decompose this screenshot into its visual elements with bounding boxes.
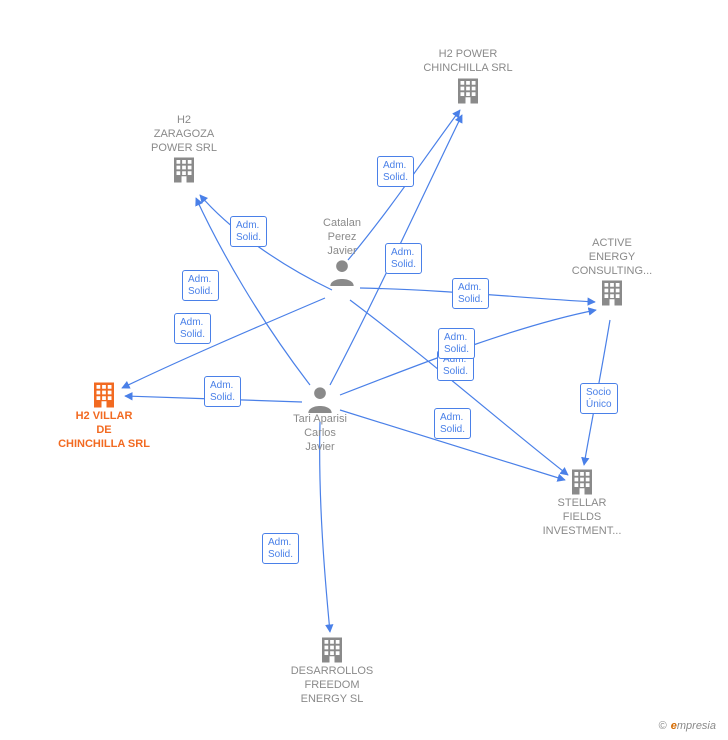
- node-label: Catalan Perez Javier: [287, 217, 397, 258]
- person-icon: [328, 258, 356, 286]
- node-label: H2 ZARAGOZA POWER SRL: [129, 114, 239, 155]
- edge-label-tari-h2_zaragoza: Adm. Solid.: [182, 270, 219, 301]
- node-label: STELLAR FIELDS INVESTMENT...: [527, 497, 637, 538]
- node-active_energy[interactable]: ACTIVE ENERGY CONSULTING...: [557, 237, 667, 308]
- node-label: DESARROLLOS FREEDOM ENERGY SL: [277, 665, 387, 706]
- building-icon: [89, 380, 119, 410]
- edge-label-catalan-h2_power: Adm. Solid.: [377, 156, 414, 187]
- edge-label-tari-stellar: Adm. Solid.: [434, 408, 471, 439]
- building-icon: [597, 278, 627, 308]
- edge-label-catalan-h2_zaragoza: Adm. Solid.: [230, 216, 267, 247]
- building-icon: [317, 635, 347, 665]
- node-label: H2 VILLAR DE CHINCHILLA SRL: [49, 410, 159, 451]
- edge-label-active_energy-stellar: Socio Único: [580, 383, 618, 414]
- edge-catalan-stellar: [350, 300, 568, 475]
- node-h2_zaragoza[interactable]: H2 ZARAGOZA POWER SRL: [129, 114, 239, 185]
- node-label: ACTIVE ENERGY CONSULTING...: [557, 237, 667, 278]
- node-stellar[interactable]: STELLAR FIELDS INVESTMENT...: [527, 467, 637, 538]
- person-icon: [306, 385, 334, 413]
- edge-label-catalan-h2_villar: Adm. Solid.: [174, 313, 211, 344]
- node-h2_power[interactable]: H2 POWER CHINCHILLA SRL: [413, 48, 523, 106]
- copyright-brand-rest: mpresia: [677, 720, 716, 732]
- node-desarrollos[interactable]: DESARROLLOS FREEDOM ENERGY SL: [277, 635, 387, 706]
- copyright-symbol: ©: [659, 720, 667, 732]
- node-catalan[interactable]: Catalan Perez Javier: [287, 217, 397, 286]
- edge-label-tari-desarrollos: Adm. Solid.: [262, 533, 299, 564]
- edges-layer: [0, 0, 728, 740]
- edge-label-tari-active_energy: Adm. Solid.: [438, 328, 475, 359]
- node-tari[interactable]: Tari Aparisi Carlos Javier: [265, 385, 375, 454]
- edge-catalan-h2_villar: [122, 298, 325, 388]
- node-label: H2 POWER CHINCHILLA SRL: [413, 48, 523, 76]
- edge-label-catalan-active_energy: Adm. Solid.: [452, 278, 489, 309]
- copyright-footer: ©empresia: [659, 720, 716, 732]
- edge-label-tari-h2_villar: Adm. Solid.: [204, 376, 241, 407]
- diagram-canvas: H2 POWER CHINCHILLA SRL H2 ZARAGOZA POWER…: [0, 0, 728, 740]
- node-h2_villar[interactable]: H2 VILLAR DE CHINCHILLA SRL: [49, 380, 159, 451]
- building-icon: [567, 467, 597, 497]
- edge-label-tari-h2_power: Adm. Solid.: [385, 243, 422, 274]
- node-label: Tari Aparisi Carlos Javier: [265, 413, 375, 454]
- building-icon: [169, 155, 199, 185]
- building-icon: [453, 76, 483, 106]
